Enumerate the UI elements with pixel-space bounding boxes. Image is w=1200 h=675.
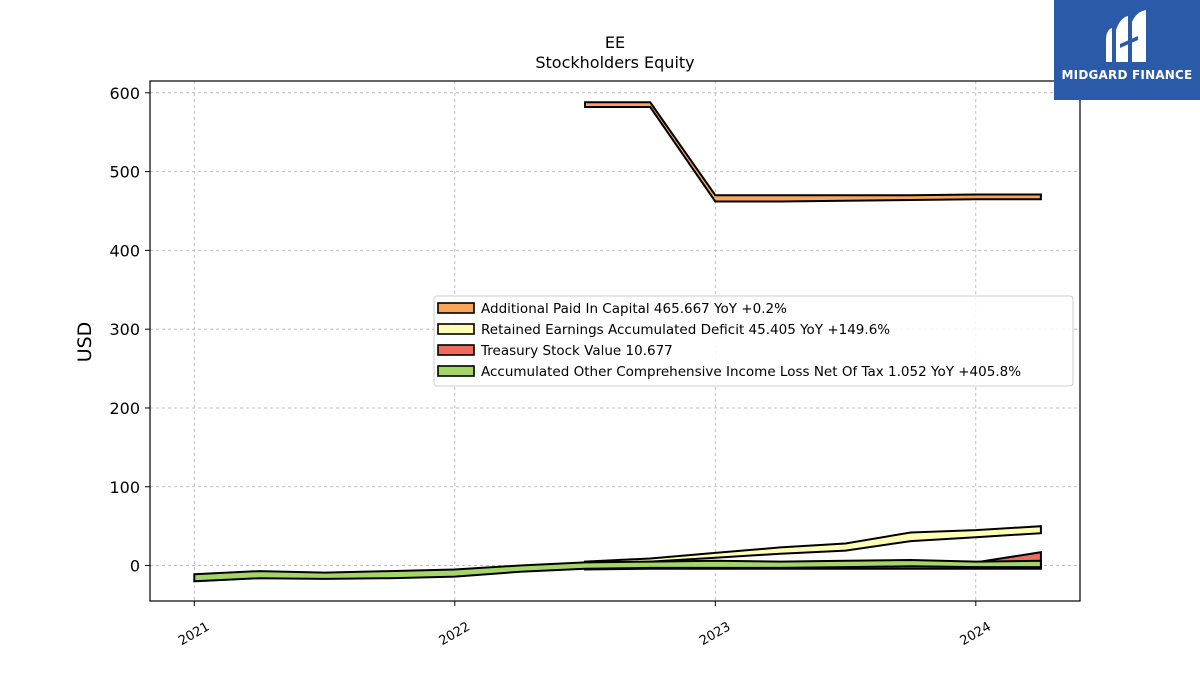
legend-swatch <box>437 344 475 356</box>
x-tick-label: 2022 <box>437 619 473 649</box>
y-axis-ticks: 0 100 200 300 400 500 600 <box>109 84 150 576</box>
chart-subtitle: Stockholders Equity <box>535 53 694 72</box>
y-tick-label: 300 <box>109 320 140 339</box>
y-tick-label: 500 <box>109 163 140 182</box>
midgard-finance-logo: MIDGARD FINANCE <box>1054 0 1200 100</box>
series-layer <box>193 101 1042 583</box>
series-band-0 <box>584 101 1042 203</box>
legend-swatch <box>437 323 475 335</box>
y-tick-label: 600 <box>109 84 140 103</box>
chart-title: EE <box>605 33 625 52</box>
y-tick-label: 0 <box>130 557 140 576</box>
x-tick-label: 2023 <box>697 619 733 649</box>
y-tick-label: 200 <box>109 399 140 418</box>
logo-mark-icon <box>1106 10 1146 62</box>
legend-swatch <box>437 365 475 377</box>
legend-label: Retained Earnings Accumulated Deficit 45… <box>481 322 890 338</box>
legend-swatch <box>437 302 475 314</box>
x-tick-label: 2024 <box>958 619 994 649</box>
x-axis-ticks: 2021 2022 2023 2024 <box>176 601 994 649</box>
legend: Additional Paid In Capital 465.667 YoY +… <box>433 295 1074 387</box>
logo-text: MIDGARD FINANCE <box>1061 68 1193 82</box>
series-band-3 <box>193 558 1042 583</box>
y-axis-label: USD <box>74 322 96 363</box>
y-tick-label: 100 <box>109 478 140 497</box>
series-band-1 <box>584 525 1042 566</box>
legend-box <box>433 295 1074 387</box>
legend-label: Accumulated Other Comprehensive Income L… <box>481 364 1021 380</box>
legend-label: Treasury Stock Value 10.677 <box>480 343 673 359</box>
plot-frame <box>149 80 1081 602</box>
y-tick-label: 400 <box>109 241 140 260</box>
legend-label: Additional Paid In Capital 465.667 YoY +… <box>481 301 787 317</box>
x-tick-label: 2021 <box>176 619 212 649</box>
